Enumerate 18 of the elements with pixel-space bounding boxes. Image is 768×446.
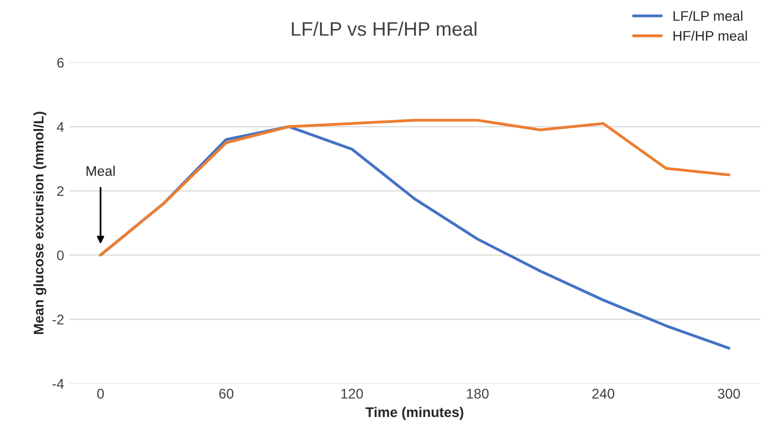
y-tick-label: -2 <box>52 314 64 324</box>
x-tick-label: 300 <box>718 388 740 399</box>
x-tick-label: 0 <box>97 388 104 399</box>
x-tick-label: 60 <box>219 388 234 399</box>
x-tick-label: 120 <box>341 388 363 399</box>
x-axis-title: Time (minutes) <box>366 406 464 420</box>
legend-label: LF/LP meal <box>674 10 742 21</box>
y-tick-label: -4 <box>52 379 64 389</box>
y-tick-label: 0 <box>57 250 64 260</box>
legend-label: HF/HP meal <box>674 30 747 41</box>
y-tick-label: 4 <box>56 122 64 132</box>
y-tick-label: 2 <box>57 186 64 196</box>
x-tick-label: 180 <box>467 388 489 399</box>
annotation: Meal <box>86 166 115 176</box>
y-tick-label: 6 <box>57 58 64 68</box>
chart-title: LF/LP vs HF/HP meal <box>292 22 476 36</box>
y-axis-title: Mean glucose excursion (mmol/L) <box>33 112 46 334</box>
x-tick-label: 240 <box>592 388 614 399</box>
